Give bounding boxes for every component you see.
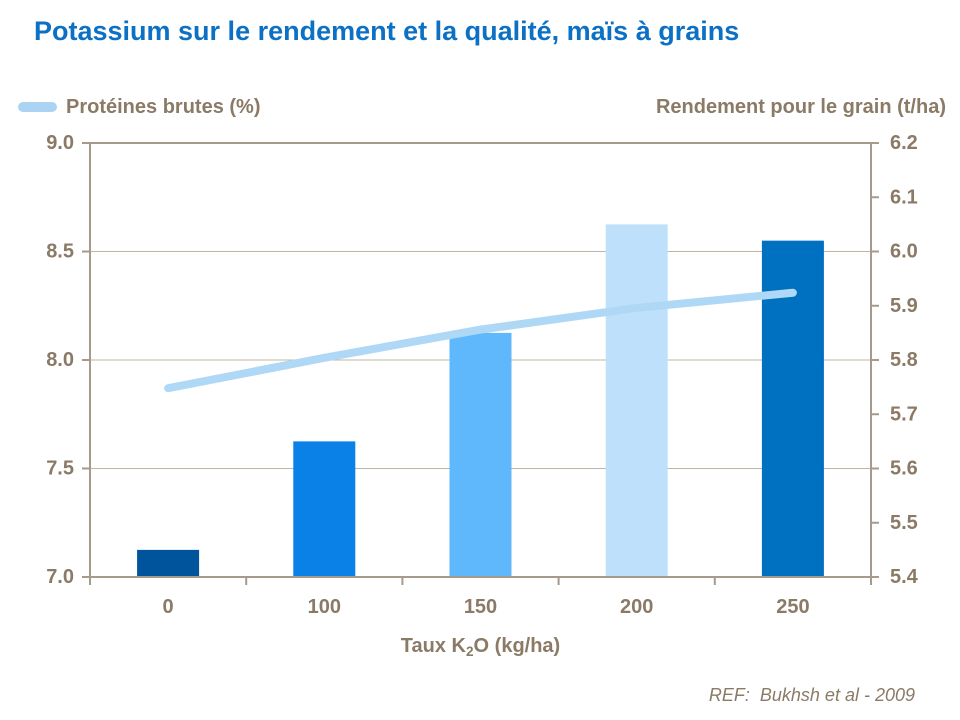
left-axis-tick-label: 9.0 [46, 132, 74, 154]
right-axis-tick-label: 5.4 [890, 566, 919, 588]
line-legend-swatch [18, 102, 57, 112]
x-axis-title-subscript: 2 [465, 643, 474, 659]
x-axis-title-prefix: Taux K [400, 635, 466, 657]
protein-line [164, 288, 797, 393]
left-axis-tick-label: 7.0 [46, 566, 74, 588]
ref-label: REF: [708, 685, 750, 705]
ref-note: REF: Bukhsh et al - 2009 [709, 685, 915, 706]
ref-text: Bukhsh et al - 2009 [759, 685, 915, 705]
x-axis-tick-label: 250 [776, 596, 809, 618]
left-axis-tick-label: 8.0 [46, 349, 74, 371]
bar-200 [605, 224, 668, 577]
right-axis-tick-label: 5.5 [890, 512, 918, 534]
left-axis-tick-label: 8.5 [46, 241, 74, 263]
right-axis-tick-label: 6.0 [890, 241, 918, 263]
ref-spacer [750, 685, 760, 705]
x-axis-title-suffix: O (kg/ha) [473, 635, 561, 657]
x-axis-tick-label: 0 [163, 596, 174, 618]
bar-150 [449, 332, 512, 577]
right-axis-tick-label: 5.8 [890, 349, 918, 371]
right-axis-tick-label: 5.7 [890, 403, 918, 425]
x-axis-tick-label: 200 [620, 596, 653, 618]
left-axis-tick-label: 7.5 [46, 458, 74, 480]
x-axis-title: Taux K2O (kg/ha) [90, 635, 871, 659]
line-legend-label: Protéines brutes (%) [66, 96, 261, 118]
right-axis-tick-label: 5.9 [890, 295, 918, 317]
x-axis-tick-label: 100 [308, 596, 341, 618]
right-axis-title: Rendement pour le grain (t/ha) [655, 96, 946, 118]
right-axis-tick-label: 6.1 [890, 186, 918, 208]
bar-0 [137, 549, 200, 577]
right-axis-tick-label: 5.6 [890, 458, 918, 480]
x-axis-tick-label: 150 [464, 596, 497, 618]
chart-title: Potassium sur le rendement et la qualité… [34, 16, 740, 46]
right-axis-tick-label: 6.2 [890, 132, 918, 154]
bar-100 [293, 441, 356, 577]
